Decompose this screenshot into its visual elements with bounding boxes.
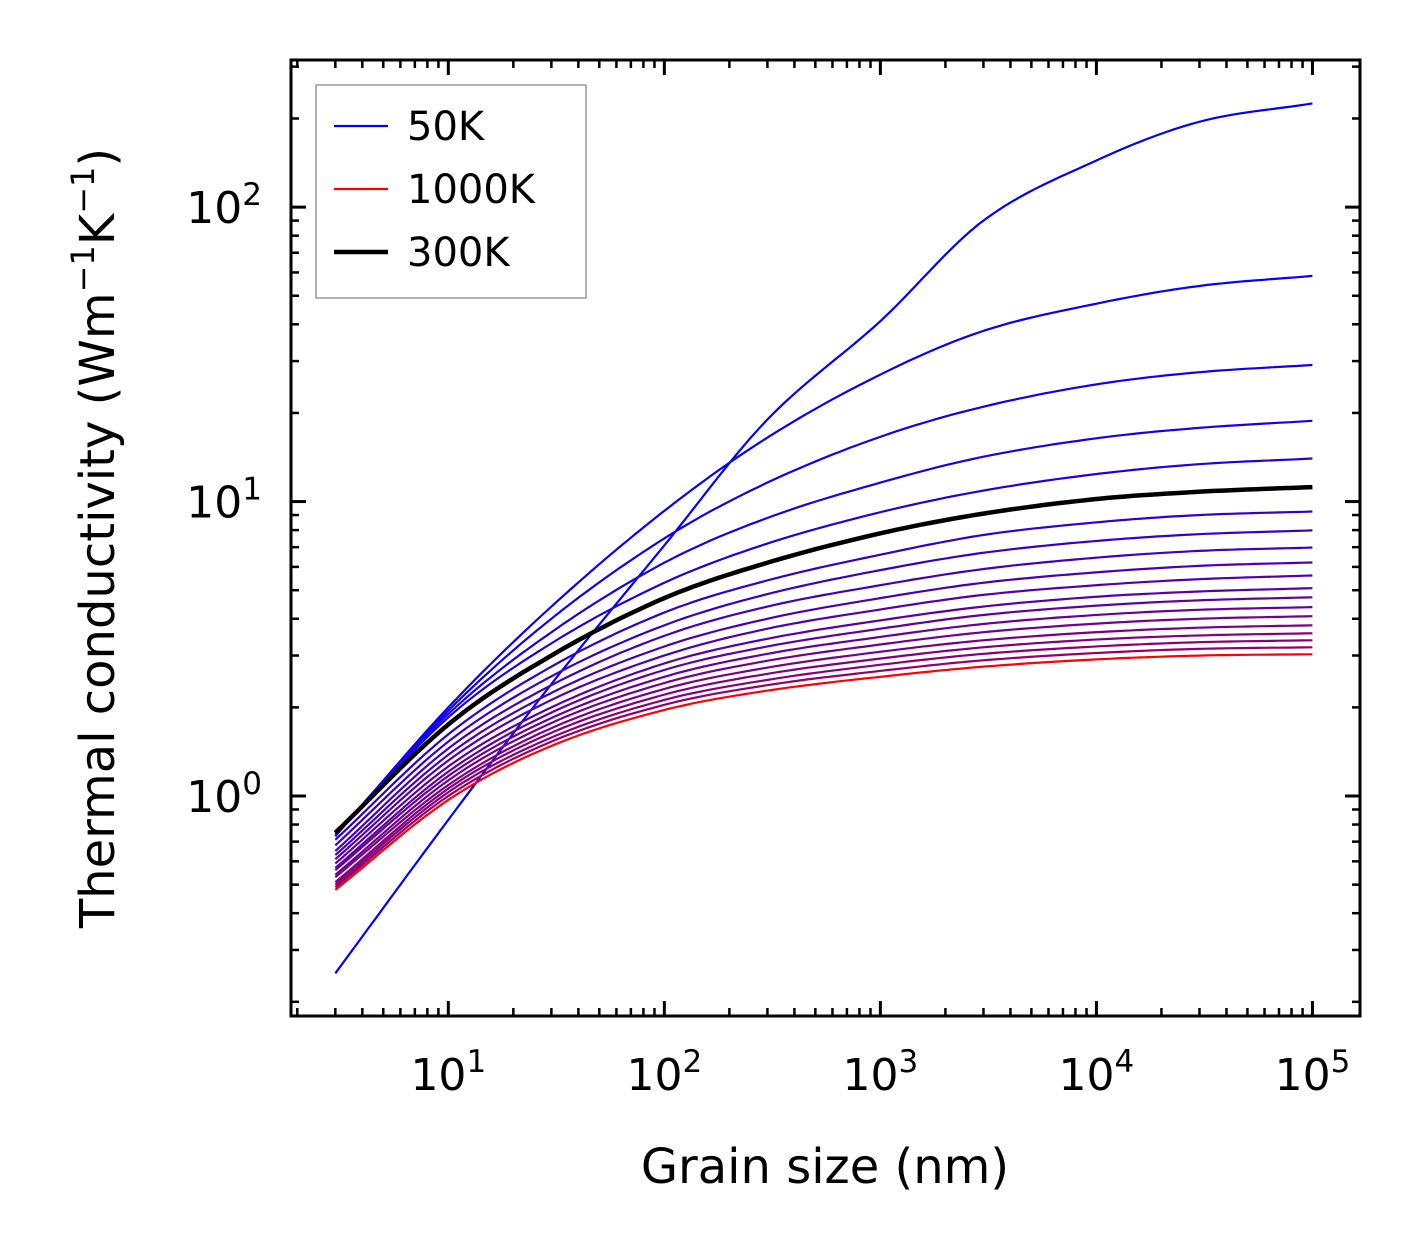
- y-tick-label: 100: [186, 766, 262, 823]
- y-axis-title-sup2: −1: [64, 167, 102, 214]
- x-tick-label: 101: [410, 1044, 486, 1101]
- curve-450K: [334, 546, 1313, 852]
- y-tick-exp: 1: [242, 472, 262, 508]
- y-tick-base: 10: [186, 183, 242, 234]
- y-axis-title: Thermal conductivity (Wm−1K−1): [64, 148, 126, 929]
- curve-850K: [334, 632, 1313, 883]
- curve-650K: [334, 596, 1313, 869]
- x-tick-exp: 4: [1115, 1044, 1135, 1080]
- y-axis-title-base: Thermal conductivity (Wm: [70, 292, 126, 929]
- x-axis-title: Grain size (nm): [641, 1139, 1009, 1195]
- curve-950K: [334, 646, 1313, 889]
- curve-350K: [334, 510, 1313, 841]
- x-tick-base: 10: [1059, 1050, 1115, 1101]
- curve-900K: [334, 639, 1313, 886]
- x-tick-label: 104: [1059, 1044, 1135, 1101]
- curve-400K: [334, 529, 1313, 847]
- y-tick-base: 10: [186, 772, 242, 823]
- legend-label-300K: 300K: [407, 230, 511, 276]
- x-tick-base: 10: [410, 1050, 466, 1101]
- curves-group: [333, 102, 1313, 974]
- x-tick-base: 10: [626, 1050, 682, 1101]
- y-tick-exp: 0: [242, 766, 262, 802]
- curve-1000K: [334, 653, 1313, 891]
- x-tick-labels: 101 102 103 104 105: [410, 1044, 1350, 1101]
- curve-300K: [333, 484, 1313, 835]
- legend-box: [315, 84, 587, 299]
- y-axis-title-end: ): [70, 148, 126, 167]
- legend: 50K 1000K 300K: [315, 84, 587, 299]
- x-tick-label: 105: [1275, 1044, 1351, 1101]
- x-tick-exp: 2: [682, 1044, 702, 1080]
- x-tick-exp: 3: [899, 1044, 919, 1080]
- y-tick-label: 102: [186, 177, 262, 234]
- curve-150K: [334, 363, 1313, 836]
- curve-750K: [334, 615, 1313, 876]
- y-axis-title-mid: K: [70, 212, 126, 245]
- curve-550K: [334, 574, 1313, 861]
- curve-100K: [334, 274, 1313, 838]
- x-tick-base: 10: [1275, 1050, 1331, 1101]
- curve-250K: [334, 457, 1313, 836]
- y-tick-label: 101: [186, 472, 262, 529]
- curve-200K: [334, 419, 1313, 836]
- legend-label-50K: 50K: [407, 104, 486, 150]
- x-tick-label: 102: [626, 1044, 702, 1101]
- legend-label-1000K: 1000K: [407, 167, 537, 213]
- plot-frame: [289, 58, 1362, 1018]
- y-axis-title-sup1: −1: [64, 245, 102, 292]
- curve-600K: [334, 587, 1313, 865]
- curve-500K: [334, 561, 1313, 856]
- x-tick-label: 103: [843, 1044, 919, 1101]
- x-tick-base: 10: [843, 1050, 899, 1101]
- curve-700K: [334, 606, 1313, 872]
- x-tick-exp: 1: [466, 1044, 486, 1080]
- x-tick-exp: 5: [1331, 1044, 1351, 1080]
- y-tick-exp: 2: [242, 177, 262, 213]
- curve-800K: [334, 624, 1313, 879]
- y-tick-base: 10: [186, 478, 242, 529]
